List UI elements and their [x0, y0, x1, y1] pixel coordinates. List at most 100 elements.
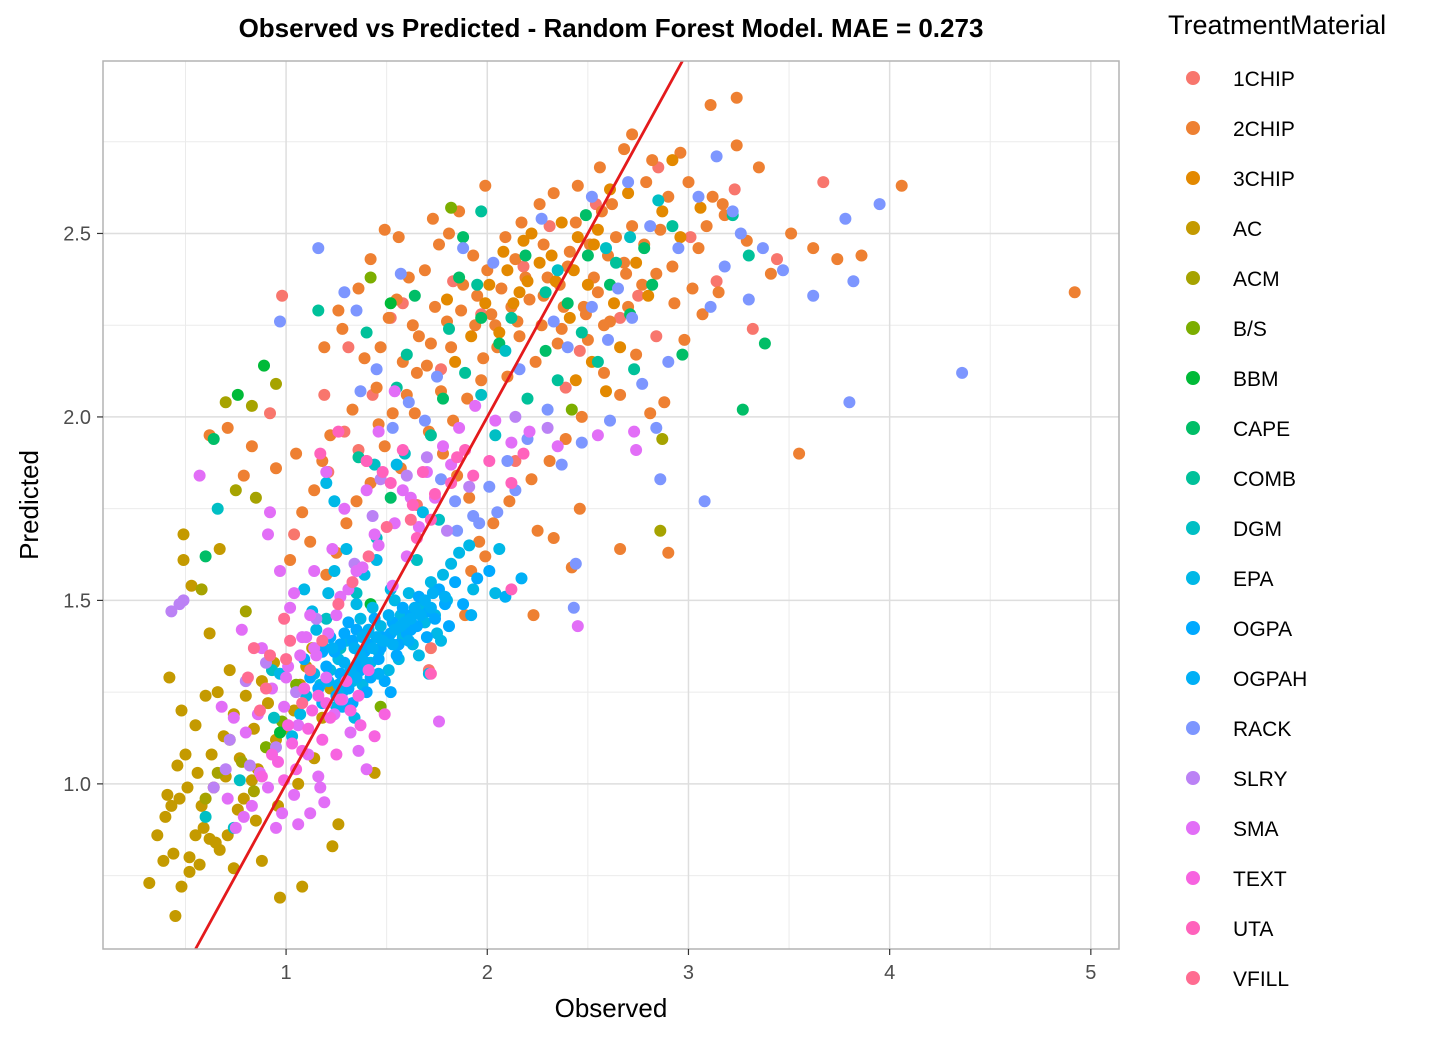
- data-point: [239, 605, 252, 618]
- data-point: [569, 216, 582, 229]
- data-point: [499, 344, 512, 357]
- x-tick-label: 2: [482, 962, 493, 984]
- data-point: [658, 396, 671, 409]
- data-point: [185, 579, 198, 592]
- data-point: [581, 249, 594, 262]
- data-point: [895, 179, 908, 192]
- data-point: [424, 337, 437, 350]
- data-point: [654, 223, 667, 236]
- data-point: [157, 854, 170, 867]
- data-point: [654, 524, 667, 537]
- data-point: [165, 799, 178, 812]
- data-point: [390, 649, 403, 662]
- data-point: [318, 341, 331, 354]
- data-point: [644, 407, 657, 420]
- data-point: [406, 319, 419, 332]
- data-point: [640, 176, 653, 189]
- data-point: [636, 377, 649, 390]
- data-point: [513, 330, 526, 343]
- data-point: [386, 421, 399, 434]
- data-point: [618, 143, 631, 156]
- data-point: [449, 355, 462, 368]
- data-point: [471, 572, 484, 585]
- data-point: [352, 744, 365, 757]
- data-point: [280, 653, 293, 666]
- data-point: [487, 517, 500, 530]
- data-point: [346, 403, 359, 416]
- data-point: [593, 161, 606, 174]
- data-point: [439, 590, 451, 603]
- data-point: [437, 440, 449, 453]
- data-point: [525, 227, 538, 240]
- data-point: [686, 282, 699, 295]
- data-point: [730, 139, 743, 152]
- data-point: [437, 392, 449, 405]
- data-point: [342, 341, 355, 354]
- data-point: [433, 238, 445, 251]
- data-point: [483, 455, 496, 467]
- data-point: [489, 587, 502, 600]
- data-point: [561, 341, 574, 354]
- data-point: [382, 664, 395, 677]
- data-point: [318, 796, 331, 809]
- data-point: [296, 506, 309, 519]
- data-point: [203, 627, 216, 640]
- data-point: [304, 609, 317, 622]
- data-point: [276, 289, 289, 302]
- data-point: [338, 627, 351, 640]
- legend-item: AC: [1186, 218, 1262, 241]
- legend-item: B/S: [1186, 318, 1267, 341]
- data-point: [241, 671, 254, 684]
- legend-label: OGPAH: [1233, 668, 1307, 691]
- data-point: [531, 524, 544, 537]
- data-point: [756, 242, 769, 255]
- data-point: [479, 550, 492, 563]
- data-point: [292, 818, 305, 831]
- data-point: [312, 304, 325, 317]
- data-point: [505, 311, 518, 324]
- data-point: [378, 708, 391, 721]
- data-point: [346, 576, 359, 589]
- data-point: [350, 304, 363, 317]
- data-point: [390, 458, 403, 471]
- data-point: [539, 286, 552, 299]
- legend-label: B/S: [1233, 318, 1267, 341]
- data-point: [463, 539, 476, 552]
- data-point: [274, 565, 286, 577]
- data-point: [310, 623, 323, 636]
- data-point: [682, 176, 695, 189]
- data-point: [249, 814, 262, 827]
- data-point: [195, 583, 208, 596]
- data-point: [435, 634, 447, 647]
- data-point: [169, 910, 182, 922]
- legend-swatch: [1186, 571, 1200, 585]
- data-point: [636, 278, 649, 291]
- data-point: [503, 495, 516, 508]
- data-point: [457, 242, 470, 255]
- data-point: [270, 821, 282, 834]
- data-point: [505, 583, 518, 596]
- legend-swatch: [1186, 471, 1200, 485]
- data-point: [559, 381, 572, 394]
- data-point: [386, 407, 399, 420]
- data-point: [332, 304, 345, 317]
- legend-swatch: [1186, 621, 1200, 635]
- data-point: [565, 403, 578, 416]
- data-point: [527, 609, 540, 622]
- legend-item: OGPAH: [1186, 668, 1307, 691]
- data-point: [539, 344, 552, 357]
- legend-swatch: [1186, 771, 1200, 785]
- data-point: [445, 341, 458, 354]
- data-point: [575, 436, 588, 449]
- data-point: [229, 821, 242, 834]
- data-point: [424, 601, 437, 614]
- data-point: [278, 612, 291, 625]
- data-point: [426, 212, 439, 225]
- data-point: [223, 664, 236, 677]
- data-point: [408, 407, 421, 420]
- chart-title: Observed vs Predicted - Random Forest Mo…: [239, 13, 984, 43]
- data-point: [332, 425, 345, 438]
- y-axis-title: Predicted: [14, 450, 44, 560]
- data-point: [666, 154, 679, 167]
- data-point: [380, 521, 393, 533]
